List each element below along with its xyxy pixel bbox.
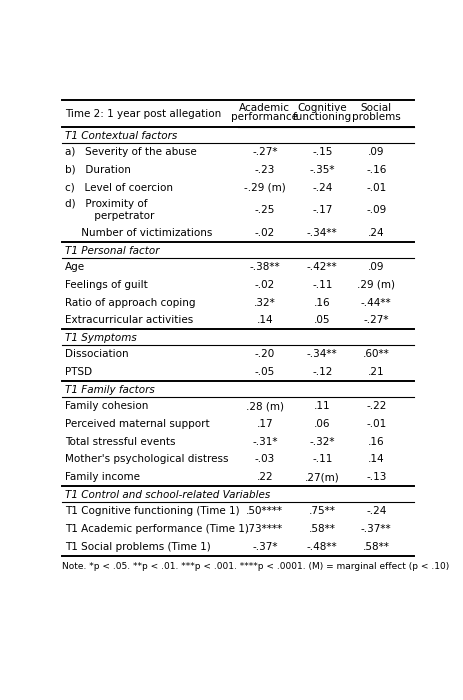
Text: -.12: -.12 [312,367,332,377]
Text: .73****: .73**** [246,524,283,534]
Text: -.20: -.20 [254,349,274,359]
Text: Family income: Family income [65,473,140,482]
Text: .11: .11 [313,401,330,411]
Text: -.16: -.16 [365,165,386,175]
Text: T1 Control and school-related Variables: T1 Control and school-related Variables [65,490,270,500]
Text: perpetrator: perpetrator [65,211,154,221]
Text: .27(m): .27(m) [304,473,339,482]
Text: -.02: -.02 [254,280,274,290]
Text: -.24: -.24 [312,183,332,193]
Text: problems: problems [351,112,400,122]
Text: a)   Severity of the abuse: a) Severity of the abuse [65,147,196,158]
Text: Family cohesion: Family cohesion [65,401,148,411]
Text: .24: .24 [367,228,384,238]
Text: .29 (m): .29 (m) [357,280,394,290]
Text: .32*: .32* [253,298,275,307]
Text: -.03: -.03 [254,454,274,464]
Text: -.27*: -.27* [251,147,277,158]
Text: -.35*: -.35* [309,165,334,175]
Text: Social: Social [360,104,391,113]
Text: .17: .17 [256,419,273,429]
Text: d)   Proximity of: d) Proximity of [65,199,147,209]
Text: T1 Family factors: T1 Family factors [65,385,155,395]
Text: -.32*: -.32* [309,437,334,447]
Text: .05: .05 [313,316,330,326]
Text: -.15: -.15 [312,147,332,158]
Text: -.31*: -.31* [251,437,277,447]
Text: -.13: -.13 [365,473,386,482]
Text: -.29 (m): -.29 (m) [244,183,285,193]
Text: .60**: .60** [362,349,389,359]
Text: performance: performance [231,112,298,122]
Text: T1 Contextual factors: T1 Contextual factors [65,131,177,141]
Text: PTSD: PTSD [65,367,92,377]
Text: -.38**: -.38** [249,262,280,272]
Text: -.37*: -.37* [251,542,277,552]
Text: -.01: -.01 [365,183,386,193]
Text: -.11: -.11 [312,454,332,464]
Text: Dissociation: Dissociation [65,349,129,359]
Text: -.01: -.01 [365,419,386,429]
Text: Total stressful events: Total stressful events [65,437,175,447]
Text: -.34**: -.34** [307,228,337,238]
Text: Ratio of approach coping: Ratio of approach coping [65,298,195,307]
Text: -.25: -.25 [254,205,275,216]
Text: -.37**: -.37** [360,524,391,534]
Text: -.27*: -.27* [363,316,388,326]
Text: -.34**: -.34** [307,349,337,359]
Text: .09: .09 [367,147,384,158]
Text: Perceived maternal support: Perceived maternal support [65,419,209,429]
Text: T1 Social problems (Time 1): T1 Social problems (Time 1) [65,542,211,552]
Text: Time 2: 1 year post allegation: Time 2: 1 year post allegation [65,108,221,118]
Text: Number of victimizations: Number of victimizations [65,228,212,238]
Text: .58**: .58** [308,524,335,534]
Text: .16: .16 [313,298,330,307]
Text: Extracurricular activities: Extracurricular activities [65,316,193,326]
Text: T1 Academic performance (Time 1): T1 Academic performance (Time 1) [65,524,249,534]
Text: -.42**: -.42** [307,262,337,272]
Text: .50****: .50**** [246,506,282,516]
Text: -.11: -.11 [312,280,332,290]
Text: Note. *p < .05. **p < .01. ***p < .001. ****p < .0001. (M) = marginal effect (p : Note. *p < .05. **p < .01. ***p < .001. … [62,562,448,571]
Text: .28 (m): .28 (m) [245,401,283,411]
Text: c)   Level of coercion: c) Level of coercion [65,183,173,193]
Text: .75**: .75** [308,506,335,516]
Text: Age: Age [65,262,85,272]
Text: T1 Cognitive functioning (Time 1): T1 Cognitive functioning (Time 1) [65,506,239,516]
Text: .58**: .58** [362,542,389,552]
Text: Academic: Academic [239,104,290,113]
Text: Mother's psychological distress: Mother's psychological distress [65,454,228,464]
Text: functioning: functioning [292,112,351,122]
Text: -.23: -.23 [254,165,275,175]
Text: -.02: -.02 [254,228,274,238]
Text: .06: .06 [313,419,330,429]
Text: .14: .14 [256,316,273,326]
Text: -.24: -.24 [365,506,386,516]
Text: .14: .14 [367,454,384,464]
Text: .21: .21 [367,367,384,377]
Text: -.22: -.22 [365,401,386,411]
Text: Cognitive: Cognitive [297,104,346,113]
Text: T1 Symptoms: T1 Symptoms [65,333,137,343]
Text: -.44**: -.44** [360,298,391,307]
Text: .22: .22 [256,473,273,482]
Text: -.48**: -.48** [307,542,337,552]
Text: b)   Duration: b) Duration [65,165,131,175]
Text: -.17: -.17 [312,205,332,216]
Text: Feelings of guilt: Feelings of guilt [65,280,148,290]
Text: .16: .16 [367,437,384,447]
Text: -.09: -.09 [365,205,386,216]
Text: .09: .09 [367,262,384,272]
Text: T1 Personal factor: T1 Personal factor [65,246,159,256]
Text: -.05: -.05 [254,367,274,377]
